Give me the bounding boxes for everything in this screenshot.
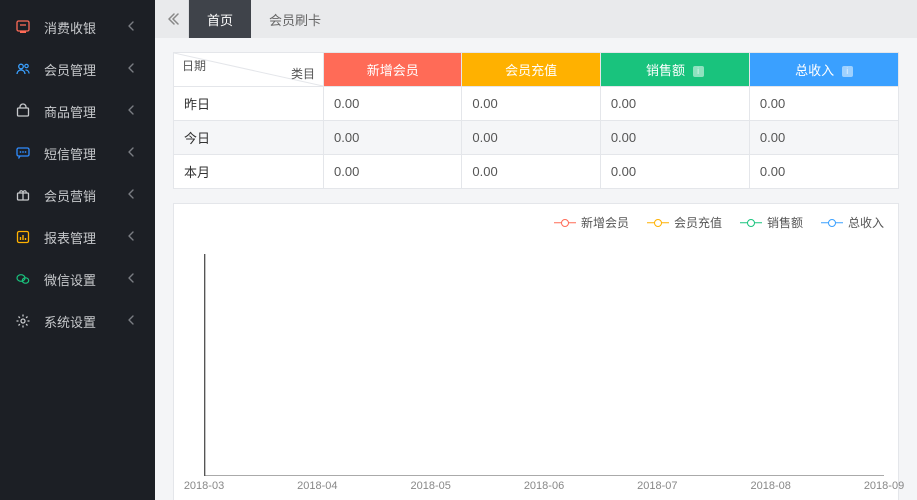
cell: 0.00 <box>462 87 600 121</box>
cell: 0.00 <box>324 121 462 155</box>
members-icon <box>14 60 32 78</box>
sidebar-collapse-button[interactable] <box>155 0 189 38</box>
wechat-icon <box>14 270 32 288</box>
chevron-left-icon <box>127 20 141 34</box>
x-tick-label: 2018-06 <box>524 480 564 492</box>
content: 日期 类目 新增会员会员充值销售额 i总收入 i 昨日0.000.000.000… <box>155 38 917 500</box>
cell: 0.00 <box>749 87 898 121</box>
table-row: 今日0.000.000.000.00 <box>174 121 899 155</box>
nav-item-5[interactable]: 报表管理 <box>0 216 155 258</box>
cell: 0.00 <box>749 155 898 189</box>
chevron-left-icon <box>127 188 141 202</box>
nav-item-3[interactable]: 短信管理 <box>0 132 155 174</box>
legend-label: 会员充值 <box>674 214 722 231</box>
nav-item-label: 会员营销 <box>44 186 127 205</box>
table-header-2: 销售额 i <box>600 53 749 87</box>
chart-plot <box>204 254 884 476</box>
report-icon <box>14 228 32 246</box>
tab-0[interactable]: 首页 <box>189 0 251 38</box>
table-row: 本月0.000.000.000.00 <box>174 155 899 189</box>
stats-table: 日期 类目 新增会员会员充值销售额 i总收入 i 昨日0.000.000.000… <box>173 52 899 189</box>
legend-marker <box>740 218 762 228</box>
legend-item-0[interactable]: 新增会员 <box>554 214 629 231</box>
table-header-1: 会员充值 <box>462 53 600 87</box>
sms-icon <box>14 144 32 162</box>
nav-item-2[interactable]: 商品管理 <box>0 90 155 132</box>
cell: 0.00 <box>462 121 600 155</box>
nav-item-6[interactable]: 微信设置 <box>0 258 155 300</box>
x-tick-label: 2018-07 <box>637 480 677 492</box>
row-label: 今日 <box>174 121 324 155</box>
diag-row-label: 日期 <box>182 57 206 74</box>
legend-label: 销售额 <box>767 214 803 231</box>
nav-item-label: 会员管理 <box>44 60 127 79</box>
legend-item-3[interactable]: 总收入 <box>821 214 884 231</box>
x-tick-label: 2018-08 <box>750 480 790 492</box>
nav-item-label: 报表管理 <box>44 228 127 247</box>
cell: 0.00 <box>324 87 462 121</box>
diag-col-label: 类目 <box>291 65 315 82</box>
nav-item-label: 系统设置 <box>44 312 127 331</box>
legend-marker <box>554 218 576 228</box>
tab-1[interactable]: 会员刷卡 <box>251 0 339 38</box>
nav-item-label: 商品管理 <box>44 102 127 121</box>
main: 首页会员刷卡 日期 类目 新增会员会员充值销售额 i总收入 i 昨日0.000.… <box>155 0 917 500</box>
nav-item-4[interactable]: 会员营销 <box>0 174 155 216</box>
chevron-left-icon <box>127 146 141 160</box>
sidebar: 消费收银 会员管理 商品管理 短信管理 会员营销 报表管理 微信设置 <box>0 0 155 500</box>
cell: 0.00 <box>600 155 749 189</box>
goods-icon <box>14 102 32 120</box>
table-header-0: 新增会员 <box>324 53 462 87</box>
gift-icon <box>14 186 32 204</box>
legend-label: 新增会员 <box>581 214 629 231</box>
x-tick-label: 2018-05 <box>410 480 450 492</box>
nav-item-7[interactable]: 系统设置 <box>0 300 155 342</box>
nav-item-1[interactable]: 会员管理 <box>0 48 155 90</box>
cell: 0.00 <box>462 155 600 189</box>
row-label: 昨日 <box>174 87 324 121</box>
chevron-left-icon <box>127 230 141 244</box>
legend-marker <box>647 218 669 228</box>
chart-x-labels: 2018-032018-042018-052018-062018-072018-… <box>204 480 884 496</box>
nav-item-label: 短信管理 <box>44 144 127 163</box>
info-icon[interactable]: i <box>693 66 704 77</box>
legend-item-1[interactable]: 会员充值 <box>647 214 722 231</box>
legend-label: 总收入 <box>848 214 884 231</box>
x-tick-label: 2018-09 <box>864 480 904 492</box>
nav-item-label: 消费收银 <box>44 18 127 37</box>
chart-legend: 新增会员 会员充值 销售额 总收入 <box>554 214 884 231</box>
gear-icon <box>14 312 32 330</box>
chevron-left-icon <box>127 272 141 286</box>
chevron-left-icon <box>127 104 141 118</box>
chart-card: 新增会员 会员充值 销售额 总收入 2018-03 2018-04 2018-05 2… <box>173 203 899 500</box>
cell: 0.00 <box>600 87 749 121</box>
pos-icon <box>14 18 32 36</box>
table-row: 昨日0.000.000.000.00 <box>174 87 899 121</box>
cell: 0.00 <box>324 155 462 189</box>
table-diag-header: 日期 类目 <box>174 53 324 87</box>
legend-item-2[interactable]: 销售额 <box>740 214 803 231</box>
cell: 0.00 <box>600 121 749 155</box>
cell: 0.00 <box>749 121 898 155</box>
x-tick-label: 2018-03 <box>184 480 224 492</box>
x-tick-label: 2018-04 <box>297 480 337 492</box>
chevron-left-icon <box>127 62 141 76</box>
nav-item-0[interactable]: 消费收银 <box>0 6 155 48</box>
nav-item-label: 微信设置 <box>44 270 127 289</box>
tab-bar: 首页会员刷卡 <box>155 0 917 38</box>
chevron-left-icon <box>127 314 141 328</box>
info-icon[interactable]: i <box>842 66 853 77</box>
row-label: 本月 <box>174 155 324 189</box>
table-header-3: 总收入 i <box>749 53 898 87</box>
legend-marker <box>821 218 843 228</box>
